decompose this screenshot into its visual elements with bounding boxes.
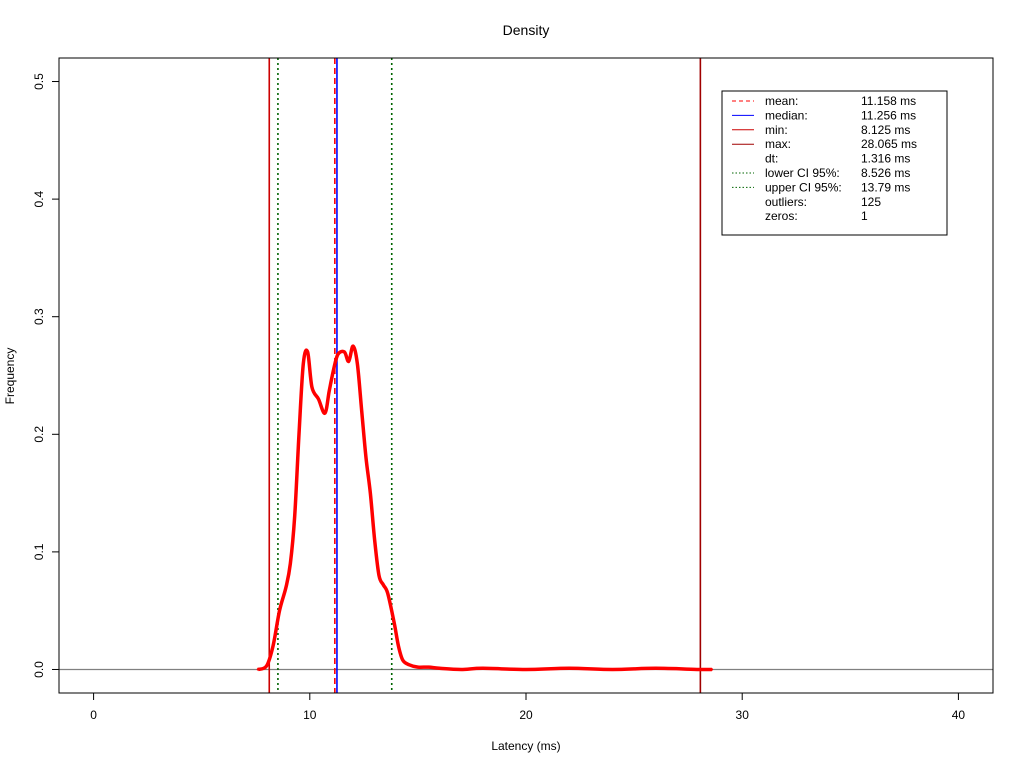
density-point xyxy=(392,621,396,624)
density-point xyxy=(459,668,463,671)
y-tick-label: 0.2 xyxy=(32,426,46,443)
legend-box xyxy=(721,90,948,236)
density-point xyxy=(568,667,571,670)
density-point xyxy=(317,397,320,401)
density-point xyxy=(438,667,441,670)
legend-value: 11.158 ms xyxy=(861,94,916,108)
density-point xyxy=(654,667,657,670)
x-tick-label: 0 xyxy=(90,708,97,722)
plot-area xyxy=(59,58,993,693)
density-point xyxy=(323,411,327,415)
legend-value: 1.316 ms xyxy=(861,152,910,166)
density-point xyxy=(416,665,420,669)
density-point xyxy=(278,609,281,612)
y-axis-label: Frequency xyxy=(3,348,17,405)
density-point xyxy=(369,491,372,495)
legend-label: outliers: xyxy=(765,195,807,209)
density-point xyxy=(310,386,314,389)
density-point xyxy=(524,668,528,671)
density-point xyxy=(271,644,275,648)
x-tick-label: 40 xyxy=(952,708,966,722)
density-point xyxy=(302,362,305,365)
chart-title: Density xyxy=(503,22,550,38)
density-point xyxy=(332,368,335,371)
density-point xyxy=(481,667,484,670)
y-axis: 0.0 0.1 0.2 0.3 0.4 0.5 xyxy=(32,73,59,678)
legend-value: 125 xyxy=(861,195,881,209)
legend-label: mean: xyxy=(765,94,798,108)
density-point xyxy=(386,591,389,595)
legend-label: zeros: xyxy=(765,209,798,223)
y-tick-label: 0.1 xyxy=(32,543,46,560)
x-axis-label: Latency (ms) xyxy=(491,739,560,753)
y-tick-label: 0.5 xyxy=(32,73,46,90)
legend-value: 13.79 ms xyxy=(861,180,910,194)
density-point xyxy=(360,409,363,412)
legend-label: upper CI 95%: xyxy=(765,180,842,194)
density-point xyxy=(293,515,296,518)
density-point xyxy=(377,574,381,577)
legend-value: 28.065 ms xyxy=(861,137,917,151)
density-point xyxy=(265,664,268,668)
density-point xyxy=(351,344,355,348)
legend: mean: 11.158 ms median: 11.256 ms min: 8.125 … xyxy=(721,90,948,236)
x-tick-label: 30 xyxy=(736,708,750,722)
density-point xyxy=(364,456,368,460)
density-point xyxy=(336,353,340,356)
density-point xyxy=(343,350,346,354)
density-point xyxy=(397,644,400,648)
legend-label: lower CI 95%: xyxy=(765,166,840,180)
x-tick-label: 20 xyxy=(519,708,533,722)
density-point xyxy=(306,350,309,354)
density-point xyxy=(356,362,359,365)
density-point xyxy=(408,663,411,666)
density-point xyxy=(401,658,404,662)
density-point xyxy=(427,665,430,669)
y-tick-label: 0.3 xyxy=(32,308,46,325)
density-curve xyxy=(257,344,712,672)
density-point xyxy=(347,360,350,363)
density-point xyxy=(289,562,292,565)
legend-label: dt: xyxy=(765,152,778,166)
density-point xyxy=(373,538,376,542)
y-tick-label: 0.0 xyxy=(32,661,46,678)
density-point xyxy=(256,668,260,671)
density-point xyxy=(611,668,614,671)
density-point xyxy=(297,433,301,436)
x-axis: 0 10 20 30 40 xyxy=(90,693,965,722)
legend-value: 1 xyxy=(861,209,868,223)
legend-value: 11.256 ms xyxy=(861,108,916,122)
x-tick-label: 10 xyxy=(303,708,317,722)
density-point xyxy=(382,583,385,587)
y-tick-label: 0.4 xyxy=(32,190,46,207)
legend-value: 8.125 ms xyxy=(861,123,910,137)
legend-value: 8.526 ms xyxy=(861,166,910,180)
legend-label: median: xyxy=(765,108,808,122)
legend-label: min: xyxy=(765,123,788,137)
density-point xyxy=(697,668,701,671)
density-point xyxy=(328,389,331,392)
density-point xyxy=(710,668,714,671)
legend-label: max: xyxy=(765,137,791,151)
density-point xyxy=(284,585,288,589)
